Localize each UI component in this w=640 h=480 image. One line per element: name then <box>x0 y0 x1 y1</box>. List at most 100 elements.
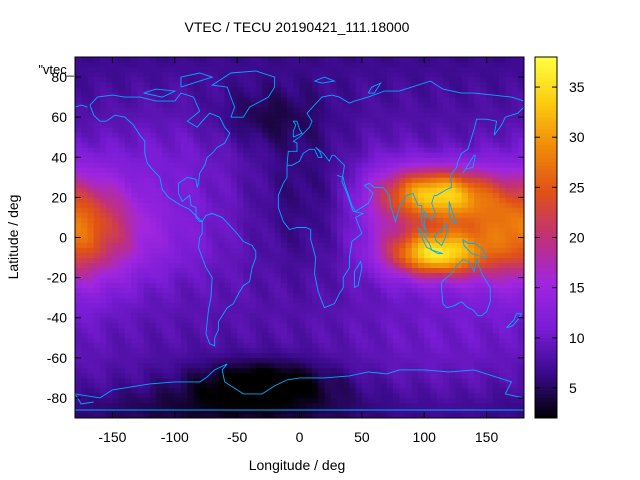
heatmap-cell <box>461 182 469 188</box>
heatmap-cell <box>149 72 157 78</box>
heatmap-cell <box>268 67 275 73</box>
heatmap-cell <box>75 282 82 289</box>
heatmap-cell <box>349 312 357 319</box>
heatmap-cell <box>243 237 251 243</box>
heatmap-cell <box>205 297 213 304</box>
heatmap-cell <box>299 77 307 83</box>
heatmap-cell <box>218 352 226 359</box>
heatmap-cell <box>255 207 263 213</box>
heatmap-cell <box>156 57 163 63</box>
heatmap-cell <box>299 292 307 299</box>
heatmap-cell <box>112 412 120 419</box>
heatmap-cell <box>243 202 251 208</box>
heatmap-cell <box>467 112 475 118</box>
heatmap-cell <box>255 137 263 143</box>
heatmap-cell <box>118 372 126 379</box>
heatmap-cell <box>168 82 176 88</box>
heatmap-cell <box>262 382 269 389</box>
heatmap-cell <box>131 387 138 394</box>
heatmap-cell <box>417 122 425 128</box>
heatmap-cell <box>293 177 300 183</box>
heatmap-cell <box>449 307 456 314</box>
heatmap-cell <box>137 357 144 364</box>
heatmap-cell <box>230 107 238 113</box>
heatmap-cell <box>424 102 431 108</box>
heatmap-cell <box>318 222 325 228</box>
heatmap-cell <box>287 252 294 258</box>
heatmap-cell <box>336 412 344 419</box>
heatmap-cell <box>299 332 307 339</box>
heatmap-cell <box>311 352 319 359</box>
heatmap-cell <box>193 272 201 279</box>
heatmap-cell <box>318 317 325 324</box>
heatmap-cell <box>287 257 294 263</box>
heatmap-cell <box>81 132 88 138</box>
heatmap-cell <box>243 247 251 253</box>
heatmap-cell <box>318 382 325 389</box>
heatmap-cell <box>81 287 88 294</box>
heatmap-cell <box>480 147 487 153</box>
heatmap-cell <box>467 317 475 324</box>
heatmap-cell <box>449 157 456 163</box>
heatmap-cell <box>343 97 350 103</box>
heatmap-cell <box>311 247 319 253</box>
heatmap-cell <box>393 202 400 208</box>
heatmap-cell <box>199 347 207 354</box>
heatmap-cell <box>87 282 95 289</box>
heatmap-cell <box>230 252 238 258</box>
heatmap-cell <box>368 267 375 273</box>
heatmap-cell <box>187 177 194 183</box>
heatmap-cell <box>230 382 238 389</box>
heatmap-cell <box>162 182 169 188</box>
heatmap-cell <box>467 402 475 409</box>
heatmap-cell <box>324 57 332 63</box>
heatmap-cell <box>399 372 406 379</box>
heatmap-cell <box>349 202 357 208</box>
heatmap-cell <box>187 412 194 419</box>
heatmap-cell <box>224 387 232 394</box>
heatmap-cell <box>349 367 357 374</box>
heatmap-cell <box>143 347 151 354</box>
heatmap-cell <box>143 147 151 153</box>
heatmap-cell <box>311 332 319 339</box>
heatmap-cell <box>299 297 307 304</box>
heatmap-cell <box>106 192 113 198</box>
heatmap-cell <box>287 387 294 394</box>
heatmap-cell <box>442 387 450 394</box>
heatmap-cell <box>131 337 138 344</box>
heatmap-cell <box>430 72 438 78</box>
heatmap-cell <box>336 97 344 103</box>
heatmap-cell <box>230 202 238 208</box>
heatmap-cell <box>237 197 244 203</box>
heatmap-cell <box>75 232 82 238</box>
heatmap-cell <box>492 302 500 309</box>
heatmap-cell <box>299 357 307 364</box>
heatmap-cell <box>380 187 388 193</box>
heatmap-cell <box>243 402 251 409</box>
heatmap-cell <box>499 302 506 309</box>
heatmap-cell <box>212 317 219 324</box>
heatmap-cell <box>106 152 113 158</box>
heatmap-cell <box>268 257 275 263</box>
heatmap-cell <box>124 182 132 188</box>
heatmap-cell <box>318 142 325 148</box>
heatmap-cell <box>467 237 475 243</box>
heatmap-cell <box>480 347 487 354</box>
heatmap-cell <box>480 367 487 374</box>
heatmap-cell <box>505 352 512 359</box>
heatmap-cell <box>81 162 88 168</box>
heatmap-cell <box>262 162 269 168</box>
heatmap-cell <box>137 352 144 359</box>
heatmap-cell <box>199 222 207 228</box>
heatmap-cell <box>299 207 307 213</box>
heatmap-cell <box>399 167 406 173</box>
heatmap-cell <box>237 367 244 374</box>
heatmap-cell <box>174 62 182 68</box>
heatmap-cell <box>505 307 512 314</box>
heatmap-cell <box>499 187 506 193</box>
heatmap-cell <box>174 122 182 128</box>
heatmap-cell <box>343 267 350 273</box>
heatmap-cell <box>193 57 201 63</box>
heatmap-cell <box>93 152 101 158</box>
heatmap-cell <box>181 222 188 228</box>
